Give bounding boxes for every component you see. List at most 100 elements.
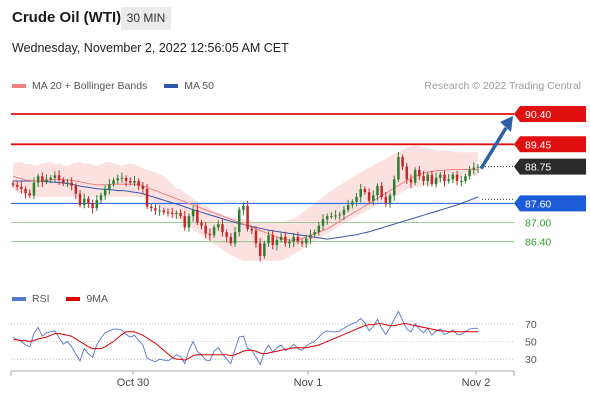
candle [124, 175, 128, 187]
candle-body [103, 189, 107, 196]
candle-body [430, 174, 434, 185]
candle [359, 183, 362, 203]
candle [49, 175, 52, 183]
candle [170, 207, 174, 219]
candle [99, 192, 103, 204]
candle-body [45, 179, 48, 182]
candle [229, 233, 233, 246]
candle [464, 173, 467, 184]
rsi-tick-label: 30 [525, 354, 537, 366]
legend-ma50-label: MA 50 [184, 80, 214, 92]
candle [246, 200, 249, 232]
candle-body [141, 185, 145, 189]
candle [284, 231, 287, 247]
candle [296, 231, 300, 245]
candle-body [221, 224, 224, 233]
candle [267, 231, 270, 247]
candle [208, 228, 212, 241]
candle-body [271, 235, 274, 245]
candle [237, 207, 241, 237]
candle [66, 178, 69, 188]
candle-body [74, 185, 78, 194]
level-tag-90.40 [514, 105, 586, 122]
candle [62, 177, 65, 187]
candle-body [325, 216, 329, 220]
candle-body [309, 234, 312, 239]
candle-body [15, 184, 19, 187]
candle [447, 174, 450, 184]
ma20-swatch [12, 84, 26, 89]
candle [183, 211, 187, 231]
candle-body [120, 177, 124, 179]
rsi-9ma-line [13, 323, 478, 361]
candle [413, 167, 417, 186]
candle [317, 221, 321, 236]
level-label-88.75: 88.75 [525, 162, 551, 174]
candle-body [162, 210, 166, 213]
bollinger-band [13, 145, 478, 261]
level-label-87.00: 87.00 [525, 218, 551, 230]
candle [133, 175, 136, 187]
rsi-tick-label: 50 [525, 337, 537, 349]
candle-body [175, 212, 178, 214]
candle [367, 188, 371, 205]
candle [32, 177, 36, 199]
candle [254, 226, 258, 248]
candle-body [242, 205, 245, 210]
candle [204, 221, 207, 239]
candle [250, 226, 254, 235]
candle [434, 172, 438, 188]
candle-body [397, 157, 400, 180]
candle [242, 202, 245, 216]
price-legend: MA 20 + Bollinger Bands MA 50 [12, 80, 228, 92]
candle-body [447, 179, 450, 182]
candle [36, 173, 40, 188]
candle [112, 177, 115, 187]
candle-body [82, 198, 86, 205]
candle-body [258, 243, 262, 257]
candle-body [263, 243, 266, 257]
candle-body [212, 227, 216, 236]
candle [418, 166, 421, 180]
candle-body [154, 208, 157, 211]
candle-body [317, 225, 321, 233]
candle [145, 183, 149, 210]
candle [200, 219, 203, 230]
level-label-90.40: 90.40 [525, 109, 551, 121]
candle-body [372, 195, 375, 201]
candle-body [229, 236, 233, 244]
candle-body [254, 230, 258, 244]
candle [217, 220, 220, 231]
candle-body [439, 174, 442, 178]
candle [11, 180, 15, 188]
candle-body [267, 235, 270, 244]
candle-body [384, 196, 388, 204]
candle [45, 174, 48, 185]
candle [346, 199, 350, 213]
candle [162, 207, 166, 215]
candle-body [351, 201, 354, 205]
candle [57, 170, 61, 186]
candle [334, 210, 337, 220]
candle-body [405, 166, 409, 180]
9ma-swatch [66, 297, 81, 302]
candle [401, 154, 404, 171]
candle-body [91, 203, 94, 209]
projection-arrow-shaft [479, 127, 508, 170]
candle-body [11, 183, 15, 185]
candle-body [275, 240, 279, 245]
candle-body [409, 179, 413, 183]
candle [309, 229, 312, 244]
x-tick-label: Nov 1 [294, 377, 323, 389]
candle [472, 162, 476, 175]
candle-body [388, 195, 392, 204]
candle [392, 175, 396, 201]
candle-body [36, 176, 40, 183]
candle-body [338, 214, 342, 216]
timeframe-badge[interactable]: 30 MIN [121, 7, 171, 30]
candle [74, 183, 78, 200]
candle [141, 181, 145, 195]
chart-header: Crude Oil (WTI) 30 MIN [0, 0, 590, 38]
candles-layer [11, 151, 480, 262]
